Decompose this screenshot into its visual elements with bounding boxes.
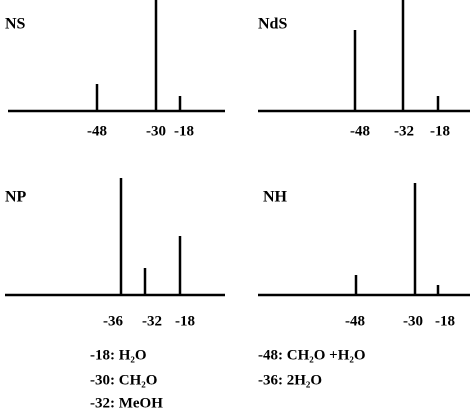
note: -30: CH₂O <box>90 372 157 388</box>
note: -36: 2H₂O <box>258 372 322 388</box>
x-tick-label: -30 <box>146 123 166 139</box>
x-tick-label: -18 <box>174 123 194 139</box>
note: -18: H₂O <box>90 347 147 363</box>
panel-label: NS <box>5 16 26 33</box>
x-tick-label: -32 <box>394 123 414 139</box>
note: -32: MeOH <box>90 395 163 410</box>
x-tick-label: -18 <box>175 313 195 329</box>
note: -48: CH₂O +H₂O <box>258 347 366 363</box>
x-tick-label: -18 <box>430 123 450 139</box>
panel-label: NdS <box>258 16 287 33</box>
x-tick-label: -36 <box>103 313 123 329</box>
panel-label: NH <box>263 189 288 206</box>
x-tick-label: -18 <box>435 313 455 329</box>
x-tick-label: -48 <box>350 123 370 139</box>
x-tick-label: -48 <box>345 313 365 329</box>
x-tick-label: -32 <box>142 313 162 329</box>
panel-label: NP <box>5 189 27 206</box>
x-tick-label: -30 <box>403 313 423 329</box>
x-tick-label: -48 <box>87 123 107 139</box>
